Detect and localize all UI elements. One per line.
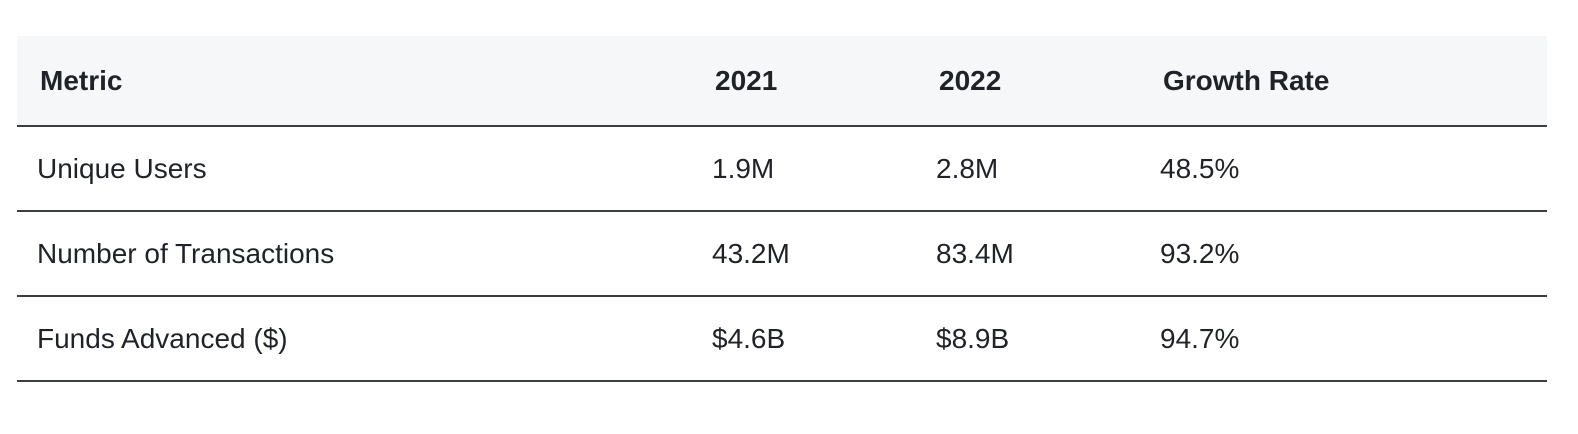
table-header: Metric 2021 2022 Growth Rate [17, 36, 1547, 127]
header-2022: 2022 [916, 36, 1140, 127]
cell-2022: 2.8M [916, 126, 1140, 212]
metrics-table-container: Metric 2021 2022 Growth Rate Unique User… [17, 36, 1547, 382]
header-metric: Metric [17, 36, 692, 127]
header-2021: 2021 [692, 36, 916, 127]
cell-2022: 83.4M [916, 211, 1140, 297]
cell-metric: Number of Transactions [17, 211, 692, 297]
cell-2021: 1.9M [692, 126, 916, 212]
cell-metric: Funds Advanced ($) [17, 296, 692, 382]
table-body: Unique Users 1.9M 2.8M 48.5% Number of T… [17, 126, 1547, 382]
cell-growth-rate: 94.7% [1140, 296, 1547, 382]
cell-growth-rate: 48.5% [1140, 126, 1547, 212]
cell-2021: $4.6B [692, 296, 916, 382]
cell-2022: $8.9B [916, 296, 1140, 382]
table-row: Funds Advanced ($) $4.6B $8.9B 94.7% [17, 296, 1547, 382]
header-row: Metric 2021 2022 Growth Rate [17, 36, 1547, 127]
metrics-table: Metric 2021 2022 Growth Rate Unique User… [17, 36, 1547, 382]
cell-growth-rate: 93.2% [1140, 211, 1547, 297]
table-row: Unique Users 1.9M 2.8M 48.5% [17, 126, 1547, 212]
table-row: Number of Transactions 43.2M 83.4M 93.2% [17, 211, 1547, 297]
cell-metric: Unique Users [17, 126, 692, 212]
header-growth-rate: Growth Rate [1140, 36, 1547, 127]
cell-2021: 43.2M [692, 211, 916, 297]
